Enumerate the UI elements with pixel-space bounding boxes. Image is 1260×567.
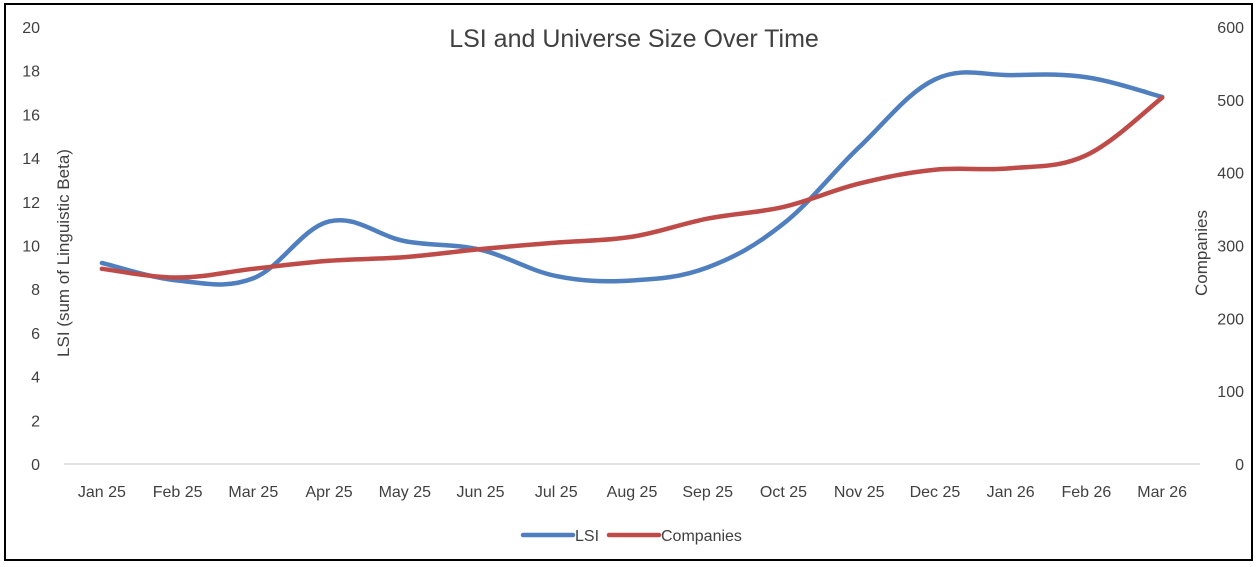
x-tick-label: Jan 25 (78, 484, 126, 501)
series-line-lsi (99, 70, 1165, 287)
left-tick-label: 14 (22, 151, 40, 168)
x-tick-label: Jun 25 (457, 484, 505, 501)
x-tick-label: Jan 26 (987, 484, 1035, 501)
x-tick-label: Aug 25 (607, 484, 658, 501)
right-tick-label: 300 (1217, 239, 1244, 256)
x-tick-label: Mar 26 (1137, 484, 1187, 501)
left-tick-label: 16 (22, 107, 40, 124)
legend-label-lsi: LSI (575, 528, 599, 545)
x-axis-ticks: Jan 25 Feb 25 Mar 25 Apr 25 May 25 Jun 25 Jul … (78, 484, 1187, 501)
right-tick-label: 600 (1217, 20, 1244, 37)
right-tick-label: 0 (1235, 457, 1244, 474)
right-tick-label: 500 (1217, 93, 1244, 110)
x-tick-label: Sep 25 (682, 484, 733, 501)
series-lines (99, 70, 1165, 287)
left-tick-label: 6 (31, 326, 40, 343)
x-tick-label: May 25 (379, 484, 432, 501)
left-tick-label: 8 (31, 282, 40, 299)
x-tick-label: Jul 25 (535, 484, 578, 501)
line-chart: LSI and Universe Size Over Time LSI (sum… (22, 20, 1244, 545)
x-tick-label: Mar 25 (228, 484, 278, 501)
legend-label-companies: Companies (661, 528, 742, 545)
right-axis-ticks: 0 100 200 300 400 500 600 (1217, 20, 1244, 474)
series-line-companies (99, 95, 1165, 280)
x-tick-label: Dec 25 (910, 484, 961, 501)
left-tick-label: 2 (31, 413, 40, 430)
x-tick-label: Feb 26 (1061, 484, 1111, 501)
x-tick-label: Feb 25 (153, 484, 203, 501)
left-tick-label: 10 (22, 239, 40, 256)
x-tick-label: Nov 25 (834, 484, 885, 501)
chart-frame: LSI and Universe Size Over Time LSI (sum… (4, 3, 1253, 561)
right-axis-title: Companies (1192, 210, 1211, 296)
left-tick-label: 18 (22, 64, 40, 81)
chart-title: LSI and Universe Size Over Time (449, 25, 819, 53)
left-tick-label: 20 (22, 20, 40, 37)
left-tick-label: 0 (31, 457, 40, 474)
right-tick-label: 100 (1217, 384, 1244, 401)
x-tick-label: Oct 25 (760, 484, 807, 501)
left-tick-label: 4 (31, 370, 40, 387)
right-tick-label: 200 (1217, 311, 1244, 328)
left-axis-ticks: 0 2 4 6 8 10 12 14 16 18 20 (22, 20, 40, 474)
right-tick-label: 400 (1217, 166, 1244, 183)
legend: LSI Companies (520, 528, 742, 545)
left-axis-title: LSI (sum of Linguistic Beta) (54, 149, 73, 357)
left-tick-label: 12 (22, 195, 40, 212)
x-tick-label: Apr 25 (305, 484, 352, 501)
